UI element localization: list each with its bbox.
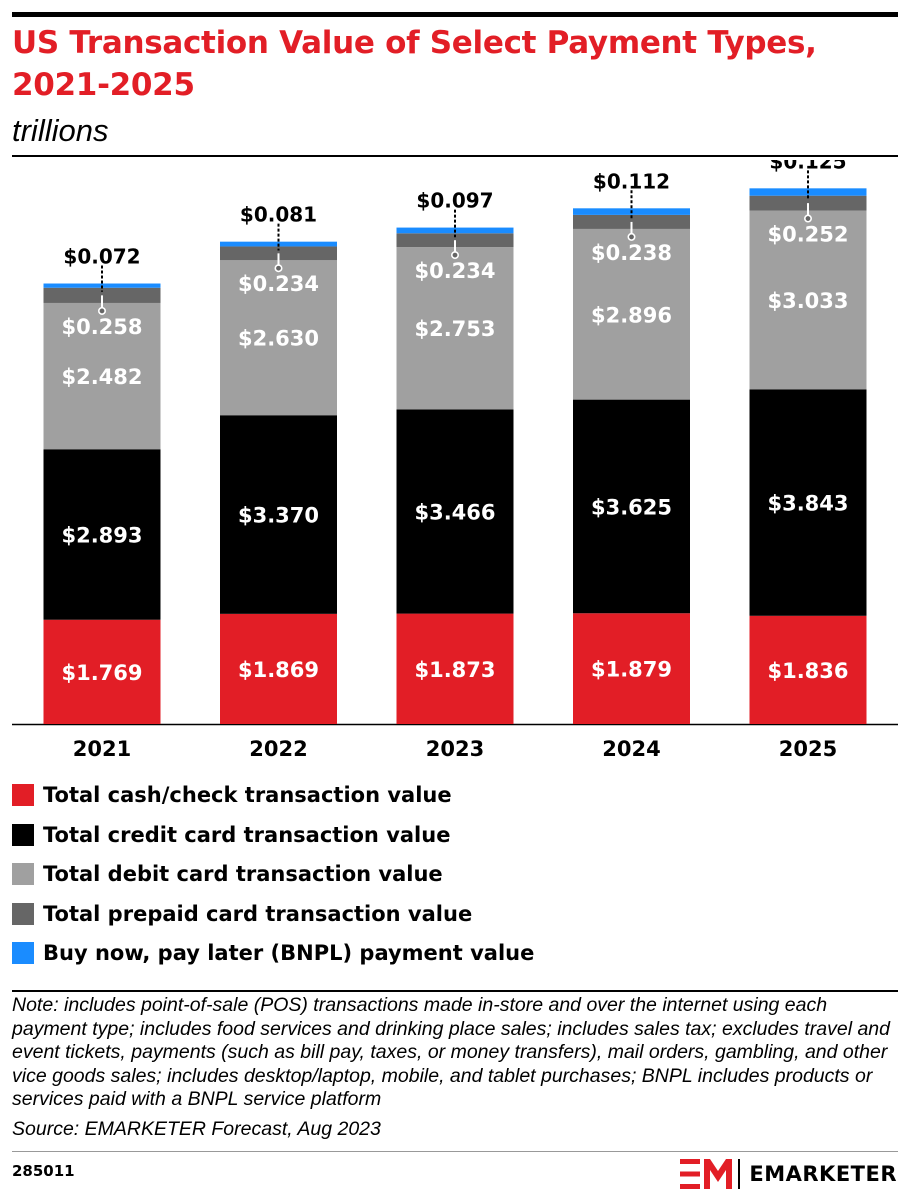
data-label-2021-series-2: $2.893 (61, 523, 142, 547)
data-label-2023-series-5: $0.097 (416, 189, 493, 213)
bar-segment-2022-series-2 (220, 415, 337, 614)
bar-segment-2021-series-2 (43, 449, 161, 620)
data-label-2024-series-2: $3.625 (591, 495, 672, 519)
legend-item-4: Total prepaid card transaction value (12, 897, 892, 937)
chart-note: Note: includes point-of-sale (POS) trans… (12, 994, 890, 1110)
data-label-2022-series-4: $0.234 (238, 272, 319, 296)
data-label-2021-series-4: $0.258 (61, 315, 142, 339)
data-label-2025-series-4: $0.252 (767, 223, 848, 247)
bar-segment-2021-series-1 (43, 619, 161, 724)
em-logo-icon (680, 1159, 733, 1189)
x-tick-label-2023: 2023 (426, 737, 484, 761)
data-label-2021-series-5: $0.072 (63, 245, 140, 269)
note-rule (12, 990, 898, 992)
bar-segment-2024-series-3 (573, 228, 690, 400)
bar-segment-2023-series-2 (396, 409, 514, 614)
bar-segment-2025-series-4 (749, 195, 867, 211)
legend-item-5: Buy now, pay later (BNPL) payment value (12, 936, 892, 976)
legend-label-1: Total cash/check transaction value (43, 783, 452, 807)
data-label-2023-series-2: $3.466 (414, 500, 495, 524)
top-rule (12, 12, 898, 17)
x-tick-label-2022: 2022 (249, 737, 307, 761)
legend-item-3: Total debit card transaction value (12, 857, 892, 897)
data-label-2023-series-4: $0.234 (414, 259, 495, 283)
leader-dot-2021-prepaid (98, 306, 107, 315)
data-label-2025-series-5: $0.125 (769, 160, 846, 173)
bar-segment-2022-series-4 (220, 246, 337, 261)
data-label-2021-series-1: $1.769 (61, 661, 142, 685)
legend-label-5: Buy now, pay later (BNPL) payment value (43, 941, 535, 965)
data-label-2024-series-5: $0.112 (593, 169, 670, 193)
data-label-2025-series-2: $3.843 (767, 492, 848, 516)
legend-swatch-1 (12, 784, 34, 806)
legend-item-1: Total cash/check transaction value (12, 778, 892, 818)
legend-label-3: Total debit card transaction value (43, 862, 443, 886)
legend-label-2: Total credit card transaction value (43, 822, 451, 847)
bar-segment-2023-series-1 (396, 613, 514, 724)
logo-divider (738, 1159, 741, 1189)
legend-label-4: Total prepaid card transaction value (43, 901, 473, 926)
legend-swatch-2 (12, 823, 34, 846)
legend-item-2: Total credit card transaction value (12, 818, 892, 858)
data-label-2023-series-1: $1.873 (414, 658, 495, 682)
legend-swatch-4 (12, 902, 34, 925)
chart-id: 285011 (12, 1162, 75, 1180)
leader-dot-2025-prepaid (803, 214, 812, 223)
bar-segment-2024-series-2 (573, 399, 690, 614)
x-tick-label-2024: 2024 (602, 737, 660, 761)
data-label-2022-series-1: $1.869 (238, 658, 319, 682)
emarketer-logo[interactable]: EMARKETER (680, 1156, 897, 1192)
data-label-2022-series-5: $0.081 (240, 203, 317, 227)
bar-segment-2022-series-1 (220, 613, 337, 724)
leader-dot-2022-prepaid (274, 264, 283, 273)
subtitle-rule (12, 155, 898, 157)
data-label-2024-series-1: $1.879 (591, 658, 672, 682)
x-tick-label-2025: 2025 (779, 737, 837, 761)
data-label-2023-series-3: $2.753 (414, 317, 495, 341)
data-label-2021-series-3: $2.482 (61, 365, 142, 389)
bar-segment-2023-series-3 (396, 247, 514, 410)
leader-dot-2023-prepaid (450, 251, 459, 260)
data-label-2024-series-3: $2.896 (591, 303, 672, 327)
bar-segment-2025-series-2 (749, 389, 867, 616)
legend-swatch-3 (12, 863, 34, 885)
data-label-2024-series-4: $0.238 (591, 241, 672, 265)
x-tick-label-2021: 2021 (73, 737, 131, 761)
chart-title: US Transaction Value of Select Payment T… (12, 25, 817, 103)
data-label-2022-series-2: $3.370 (238, 504, 319, 528)
bar-segment-2025-series-3 (749, 210, 867, 390)
chart-legend: Total cash/check transaction value Total … (12, 778, 892, 976)
legend-swatch-5 (12, 942, 34, 964)
data-label-2025-series-1: $1.836 (767, 659, 848, 683)
leader-dot-2024-prepaid (627, 232, 636, 241)
footer-rule (12, 1151, 898, 1152)
stacked-bar-chart: $1.769 $2.893 $2.482 $0.258 $0.072 2021 $1.869… (12, 160, 898, 761)
bar-segment-2025-series-1 (749, 615, 867, 724)
brand-name: EMARKETER (749, 1162, 897, 1186)
bar-segment-2024-series-1 (573, 613, 690, 724)
bar-segment-2024-series-4 (573, 214, 690, 229)
data-label-2025-series-3: $3.033 (767, 289, 848, 313)
chart-subtitle: trillions (12, 113, 109, 148)
data-label-2022-series-3: $2.630 (238, 327, 319, 351)
chart-source: Source: EMARKETER Forecast, Aug 2023 (12, 1118, 381, 1140)
bar-segment-2022-series-3 (220, 260, 337, 416)
bar-segment-2021-series-3 (43, 302, 161, 450)
